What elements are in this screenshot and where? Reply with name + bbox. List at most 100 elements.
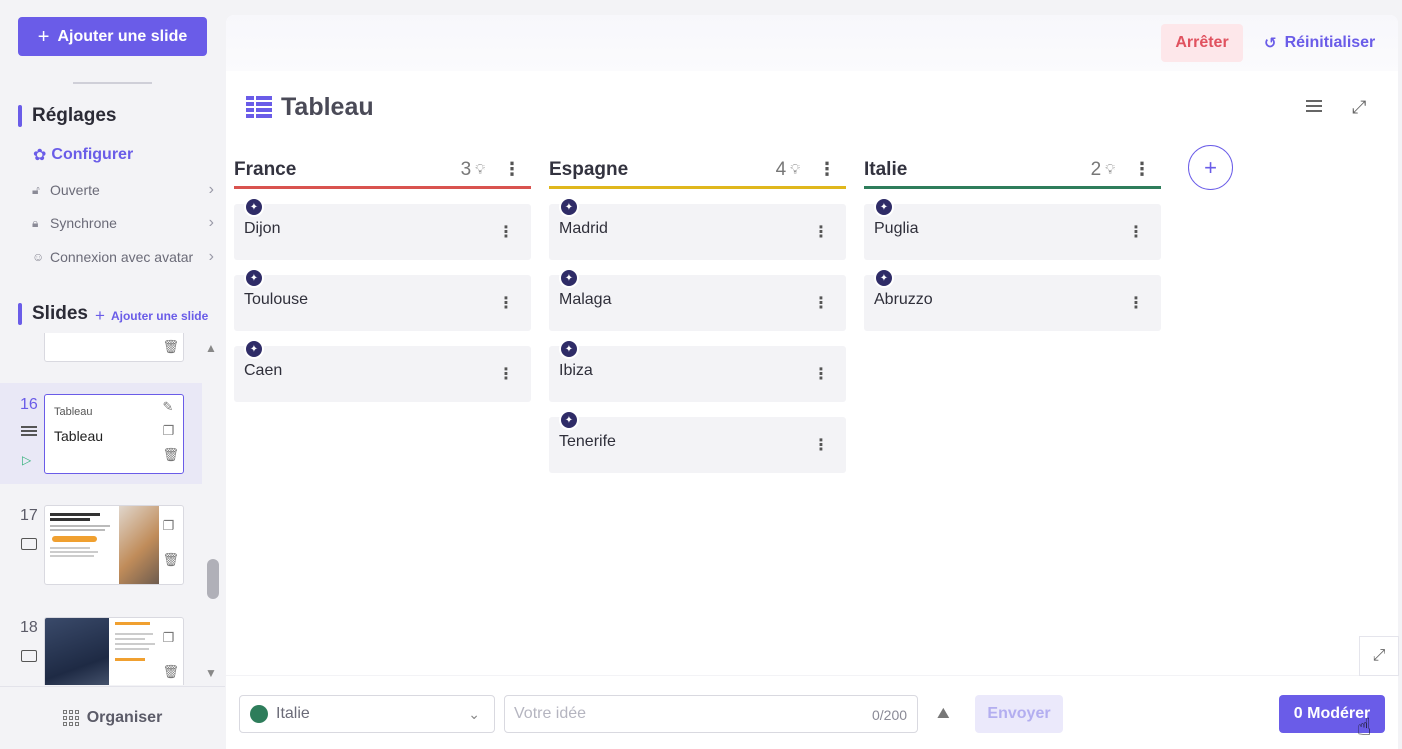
idea-input[interactable] [504,695,918,733]
column-name: Espagne [549,158,629,180]
card-menu-icon[interactable]: ⋮ [813,437,829,454]
column-name: France [234,158,297,180]
slide-thumbnail[interactable]: Tableau Tableau ✎ ❐ 🗑︎ [44,394,184,474]
slide-layout-icon [21,650,37,662]
add-column-button[interactable]: + [1188,145,1233,190]
idea-count: 3 [460,158,472,180]
table-icon [246,95,272,120]
heading-accent-bar [18,105,22,127]
moderate-button[interactable]: 0 Modérer [1279,695,1385,733]
idea-card[interactable]: ✦ Tenerife ⋮ [549,410,846,473]
slide-layout-icon [21,538,37,550]
idea-card[interactable]: ✦ Abruzzo ⋮ [864,268,1161,331]
column-menu-icon[interactable]: ⋮ [1133,159,1151,179]
card-menu-icon[interactable]: ⋮ [1128,224,1144,241]
configure-link[interactable]: ✿ Configurer [33,145,133,165]
idea-card[interactable]: ✦ Puglia ⋮ [864,197,1161,260]
scroll-down-arrow[interactable]: ▼ [205,666,217,680]
column-italie: Italie 2 💡︎ ⋮ ✦ Puglia ⋮ ✦ Abruzzo ⋮ [864,153,1161,331]
table-icon [21,426,37,438]
card-menu-icon[interactable]: ⋮ [498,224,514,241]
idea-composer: Italie ⌄ 0/200 ⛰︎ Envoyer 0 Modérer [226,676,1398,749]
plus-icon: + [95,306,105,325]
setting-item-avatar-login[interactable]: ☺ Connexion avec avatar › [32,248,216,265]
idea-card[interactable]: ✦ Malaga ⋮ [549,268,846,331]
idea-text: Caen [244,362,283,379]
scrollbar-thumb[interactable] [207,559,219,599]
idea-card[interactable]: ✦ Caen ⋮ [234,339,531,402]
duplicate-icon[interactable]: ❐ [162,423,175,438]
pencil-icon[interactable]: ✎ [162,399,174,414]
trash-icon[interactable]: 🗑︎ [162,339,179,354]
column-france: France 3 💡︎ ⋮ ✦ Dijon ⋮ ✦ Toulouse ⋮ ✦ C… [234,153,531,402]
board-title-row: Tableau [246,93,374,122]
trash-icon[interactable]: 🗑︎ [162,447,179,462]
card-menu-icon[interactable]: ⋮ [813,295,829,312]
trash-icon[interactable]: 🗑︎ [162,552,179,567]
idea-card[interactable]: ✦ Madrid ⋮ [549,197,846,260]
add-slide-link-label: Ajouter une slide [110,308,209,323]
setting-item-sync[interactable]: 🔒︎ Synchrone › [32,214,216,231]
card-menu-icon[interactable]: ⋮ [498,366,514,383]
avatar-icon: ✦ [874,268,894,288]
duplicate-icon[interactable]: ❐ [162,630,175,645]
stop-button[interactable]: Arrêter [1161,24,1243,62]
thumbnail-photo [119,506,159,584]
slide-entry[interactable]: 🗑︎ [0,333,202,363]
avatar-icon: ✦ [244,197,264,217]
slide-number: 16 [20,396,38,413]
column-espagne: Espagne 4 💡︎ ⋮ ✦ Madrid ⋮ ✦ Malaga ⋮ ✦ I… [549,153,846,473]
add-slide-button-label: Ajouter une slide [57,27,188,45]
card-menu-icon[interactable]: ⋮ [1128,295,1144,312]
fullscreen-icon[interactable]: ⤢ [1359,636,1399,676]
column-menu-icon[interactable]: ⋮ [818,159,836,179]
page-title: Tableau [281,93,374,121]
idea-card[interactable]: ✦ Ibiza ⋮ [549,339,846,402]
gear-icon: ✿ [33,147,47,164]
column-header: Italie 2 💡︎ ⋮ [864,153,1161,189]
lock-icon: 🔒︎ [32,215,39,230]
idea-text: Madrid [559,220,608,237]
sidebar: + Ajouter une slide Réglages ✿ Configure… [0,0,225,749]
column-select[interactable]: Italie ⌄ [239,695,495,733]
idea-card[interactable]: ✦ Toulouse ⋮ [234,268,531,331]
avatar-icon: ✦ [559,197,579,217]
slides-heading-label: Slides [32,303,88,324]
slide-entry-17[interactable]: 17 ❐ 🗑︎ [0,505,202,587]
expand-icon[interactable]: ⤢ [1352,97,1367,117]
send-button[interactable]: Envoyer [975,695,1063,733]
column-name: Italie [864,158,908,180]
slide-thumbnail[interactable]: ❐ 🗑︎ [44,505,184,585]
card-menu-icon[interactable]: ⋮ [498,295,514,312]
slides-list: 🗑︎ 16 ▷ Tableau Tableau ✎ ❐ 🗑︎ [0,333,202,685]
slide-entry-18[interactable]: 18 ❐ 🗑︎ [0,617,202,685]
list-view-icon[interactable] [1306,100,1322,112]
board-panel: Arrêter ↺ Réinitialiser Tableau ⤢ France… [226,15,1398,675]
slides-heading: Slides [18,303,88,325]
slide-type-label: Tableau [54,406,93,418]
trash-icon[interactable]: 🗑︎ [162,664,179,679]
scroll-up-arrow[interactable]: ▲ [205,341,217,355]
session-toolbar: Arrêter ↺ Réinitialiser [226,15,1398,71]
column-header: France 3 💡︎ ⋮ [234,153,531,189]
settings-heading-label: Réglages [32,105,117,126]
duplicate-icon[interactable]: ❐ [162,518,175,533]
play-icon[interactable]: ▷ [22,453,32,467]
card-menu-icon[interactable]: ⋮ [813,224,829,241]
slide-thumbnail[interactable]: 🗑︎ [44,333,184,362]
idea-count: 4 [775,158,787,180]
slide-entry-16[interactable]: 16 ▷ Tableau Tableau ✎ ❐ 🗑︎ [0,383,202,484]
reset-button[interactable]: ↺ Réinitialiser [1264,24,1375,62]
idea-card[interactable]: ✦ Dijon ⋮ [234,197,531,260]
image-icon[interactable]: ⛰︎ [937,705,950,722]
add-slide-link[interactable]: + Ajouter une slide [95,307,208,324]
slide-thumbnail[interactable]: ❐ 🗑︎ [44,617,184,685]
slide-number: 17 [20,507,38,524]
setting-item-open[interactable]: 🔓︎ Ouverte › [32,181,216,198]
column-select-value: Italie [276,705,310,722]
column-menu-icon[interactable]: ⋮ [503,159,521,179]
slide-title: Tableau [54,428,104,444]
add-slide-button[interactable]: + Ajouter une slide [18,17,207,56]
card-menu-icon[interactable]: ⋮ [813,366,829,383]
organise-button[interactable]: Organiser [0,686,225,749]
